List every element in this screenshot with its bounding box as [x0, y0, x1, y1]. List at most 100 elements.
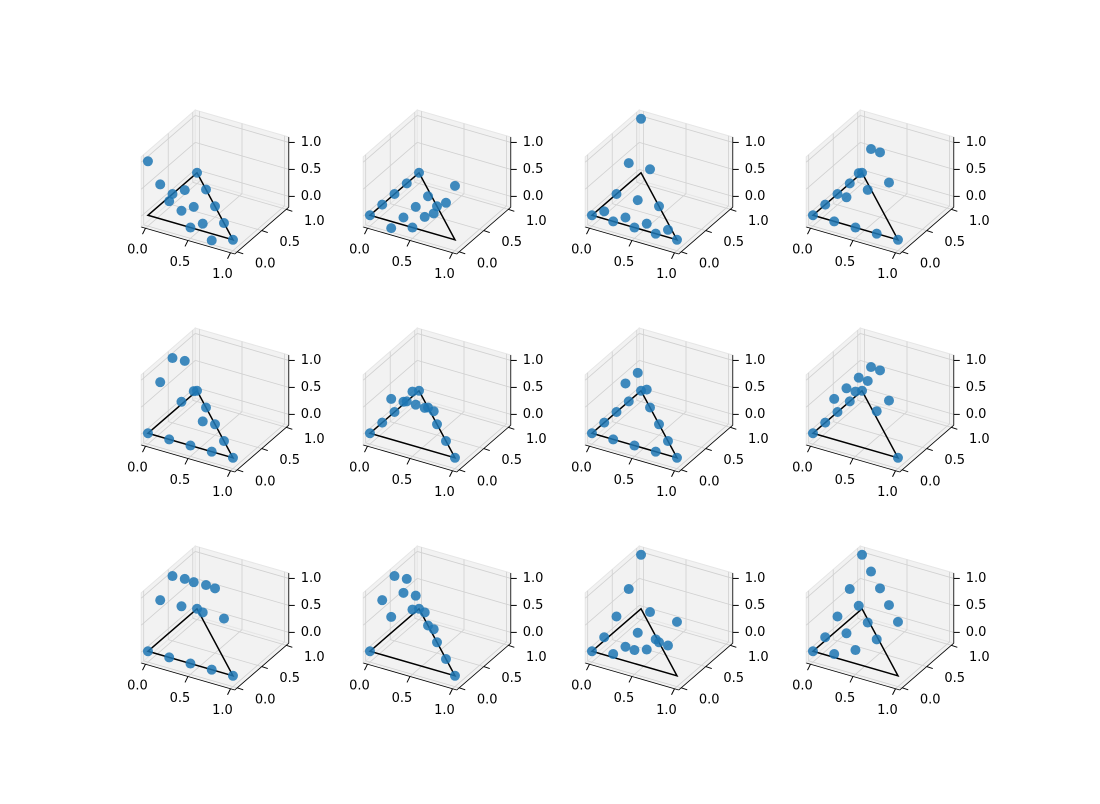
point: [820, 417, 831, 428]
z-tick-label: 0.0: [523, 189, 544, 204]
point: [364, 428, 375, 439]
subplot: 0.00.51.00.00.51.00.00.51.0: [571, 326, 769, 500]
point: [645, 607, 656, 618]
z-tick-label: 0.5: [745, 380, 766, 395]
point: [632, 195, 643, 206]
grid-line: [639, 360, 733, 388]
grid-line: [857, 399, 952, 428]
tick-mark: [681, 469, 688, 473]
x-tick-label: 1.0: [877, 267, 898, 282]
point: [853, 372, 864, 383]
point: [167, 571, 178, 582]
grid-line: [805, 142, 861, 190]
point: [671, 616, 682, 627]
grid-line: [639, 169, 733, 197]
grid-line: [808, 660, 903, 689]
grid-line: [362, 142, 418, 190]
grid-line: [362, 360, 418, 408]
point: [853, 600, 864, 611]
point: [623, 396, 634, 407]
tick-mark: [364, 445, 368, 453]
grid-line: [860, 551, 954, 579]
point: [432, 201, 442, 212]
point: [377, 417, 388, 428]
z-tick-label: 1.0: [301, 353, 322, 368]
point: [883, 395, 894, 406]
point: [641, 218, 652, 229]
point: [820, 199, 831, 210]
axis-line: [806, 226, 900, 255]
grid-line: [140, 605, 196, 653]
point: [654, 201, 664, 212]
y-tick-label: 1.0: [969, 214, 990, 229]
y-tick-label: 1.0: [304, 650, 325, 665]
tick-mark: [807, 227, 811, 235]
tick-mark: [142, 227, 146, 235]
grid-line: [805, 333, 861, 381]
grid-line: [140, 142, 196, 190]
point: [206, 664, 217, 675]
z-tick-label: 0.0: [966, 189, 987, 204]
point: [862, 184, 873, 195]
subplot: 0.00.51.00.00.51.00.00.51.0: [792, 326, 990, 500]
y-tick-label: 0.0: [699, 256, 720, 271]
tick-mark: [508, 208, 515, 212]
point: [611, 611, 622, 622]
grid-line: [195, 360, 289, 388]
tick-mark: [671, 470, 675, 477]
point: [850, 645, 861, 656]
y-tick-label: 1.0: [304, 432, 325, 447]
point: [841, 192, 852, 203]
grid-line: [584, 142, 640, 190]
point: [662, 640, 673, 651]
z-tick-label: 0.0: [301, 189, 322, 204]
grid-line: [365, 442, 460, 471]
point: [599, 417, 610, 428]
tick-mark: [227, 470, 231, 477]
axis-line: [234, 424, 290, 473]
point: [883, 177, 894, 188]
point: [862, 375, 873, 386]
point: [423, 191, 434, 202]
grid-line: [612, 203, 706, 231]
point: [176, 601, 187, 612]
z-tick-label: 0.5: [523, 162, 544, 177]
tick-mark: [184, 458, 189, 465]
point: [167, 353, 178, 364]
axis-line: [678, 424, 734, 473]
point: [185, 222, 196, 233]
grid-line: [587, 442, 682, 471]
y-tick-label: 0.5: [279, 235, 300, 250]
grid-line: [168, 639, 262, 667]
grid-line: [192, 617, 287, 646]
tick-mark: [364, 227, 368, 235]
x-tick-label: 1.0: [212, 703, 233, 718]
axis-line: [141, 444, 235, 473]
axis-line: [678, 642, 734, 691]
point: [829, 393, 840, 404]
axis-line: [678, 206, 734, 255]
point: [218, 613, 229, 624]
point: [620, 378, 631, 389]
axis-line: [899, 642, 955, 691]
point: [611, 189, 622, 200]
point: [432, 419, 442, 430]
x-tick-label: 0.5: [835, 473, 856, 488]
point: [807, 210, 818, 221]
x-tick-label: 0.0: [349, 461, 370, 476]
tick-mark: [671, 688, 675, 695]
point: [419, 211, 430, 222]
tick-mark: [459, 687, 466, 691]
x-tick-label: 0.5: [614, 255, 635, 270]
axis-line: [899, 424, 955, 473]
z-tick-label: 1.0: [745, 135, 766, 150]
y-tick-label: 1.0: [969, 432, 990, 447]
point: [201, 580, 212, 591]
point: [176, 205, 187, 216]
tick-mark: [508, 644, 515, 648]
tick-mark: [449, 470, 453, 477]
point: [401, 178, 412, 189]
x-tick-label: 0.5: [392, 691, 413, 706]
point: [857, 385, 868, 396]
grid-line: [584, 360, 640, 408]
